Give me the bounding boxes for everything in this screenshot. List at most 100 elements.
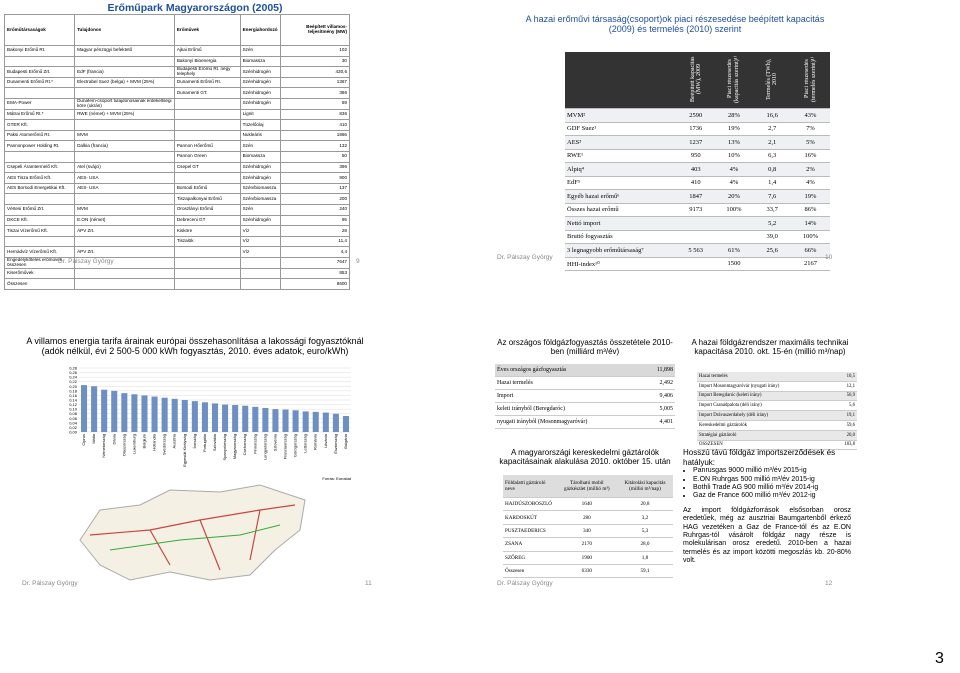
table-row: Import 9,406 <box>495 389 675 403</box>
y-tick-label: 0,12 <box>69 402 78 407</box>
bar <box>232 405 239 432</box>
empty-cell <box>714 230 754 244</box>
table-cell: 2170 <box>556 537 617 552</box>
table-cell: 1900 <box>556 551 617 565</box>
table-cell: Összesen <box>3 278 76 290</box>
table-cell: Tárolható mobil gázkészlet (millió m³) <box>556 475 617 498</box>
table-cell: Bakonyi Bioenergia <box>173 55 241 68</box>
table-cell: 853 <box>279 267 351 280</box>
table-cell: Szénhidrogén <box>239 161 281 174</box>
table-cell: 2590 <box>677 108 715 123</box>
table-cell: 836 <box>279 108 351 121</box>
bar <box>91 386 98 432</box>
slide-3: A villamos energia tarifa árainak európa… <box>0 330 375 600</box>
table-row: keleti irányból (Beregdaróc) 5,005 <box>495 402 675 416</box>
x-tick-label: Ausztria <box>172 433 177 448</box>
table-cell: Dunamenti Erőmű Rt. <box>173 76 241 89</box>
empty-cell <box>3 87 76 99</box>
table-cell: Debreceni GT <box>173 214 241 227</box>
table-row: MVM² 2590 28% 16,6 43% <box>565 108 830 123</box>
x-tick-label: Lettország <box>303 434 308 453</box>
table-cell: keleti irányból (Beregdaróc) <box>495 402 611 416</box>
bar <box>191 401 198 432</box>
author: Dr. Pálszay György <box>497 254 553 261</box>
table-cell: ÁPV Zrt. <box>74 225 175 237</box>
table-row: DKCE Kft. E.ON (német) Debreceni GT Szénhid… <box>3 214 351 227</box>
table-row: Pannon Green Biomassza 50 <box>3 151 351 163</box>
table-cell: 39,0 <box>753 230 791 244</box>
table-cell: MVM² <box>565 108 677 123</box>
table-row: HHI-index¹⁰ 1500 2167 <box>565 257 830 271</box>
table-row: HAJDÚSZOBOSZLÓ 1640 20,8 <box>503 497 673 512</box>
header-text: Piaci részesedés (termelés szerint)¹⁾ <box>803 56 817 102</box>
bar <box>101 389 108 432</box>
table-cell: 430,6 <box>279 66 351 78</box>
table-row: Földalatti gáztároló neve Tárolható mobil… <box>503 475 673 498</box>
table-cell: 4% <box>714 162 754 177</box>
table-cell: ZSANA <box>503 537 557 552</box>
contract-item: Panrusgas 9000 millió m³/év 2015-ig <box>693 467 851 475</box>
table-row: Kereskedelmi gáztárolók 59,6 <box>697 420 857 431</box>
table-cell: Electrabel Suez (belga) + MVM (25%) <box>74 76 175 89</box>
table-cell: 20,8 <box>616 497 673 512</box>
table-cell: Csepeli Áramtermelő Kft. <box>3 161 76 174</box>
table-cell: Bruttó fogyasztás <box>565 230 677 244</box>
author: Dr. Pálszay György <box>497 580 553 587</box>
table-cell: Pannon Hőerőmű <box>173 140 241 152</box>
table-cell: 1367 <box>279 76 351 89</box>
header-text: Piaci részesedés (kapacitás szerint)¹⁾ <box>727 55 741 103</box>
empty-cell <box>3 193 76 205</box>
table-cell: 5,2 <box>753 216 791 231</box>
table-cell: 9,406 <box>611 389 675 403</box>
table-cell: 28 <box>279 225 351 237</box>
empty-cell <box>74 235 175 248</box>
x-tick-label: Spanyolország <box>222 434 227 460</box>
empty-cell <box>3 235 76 248</box>
table-cell: ÖSSZESEN <box>697 440 813 451</box>
table-cell: Bakonyi Erőmű Rt. <box>3 45 76 57</box>
bar <box>151 396 158 432</box>
table-cell: 56,9 <box>813 391 857 402</box>
table-cell: EMA-Power <box>3 98 76 110</box>
table-cell: Import Drávaszerdahely (déli irány) <box>697 410 813 421</box>
table-cell: 900 <box>279 172 351 184</box>
table-cell: Budapesti Erőmű Rt. négy telephely <box>173 66 241 78</box>
table-cell: AES- USA <box>74 182 175 195</box>
x-tick-label: Csehország <box>242 434 247 455</box>
table-cell: Szén/biomassza <box>239 182 281 195</box>
bar <box>181 400 188 432</box>
table-cell: 66% <box>790 243 830 258</box>
contracts: Hosszú távú földgáz importszerződések és… <box>683 448 851 565</box>
table-cell: SZŐREG <box>503 551 557 565</box>
y-tick-label: 0,28 <box>69 366 78 371</box>
table-row: AES Tisza Erőmű Kft. AES- USA Szénhidrogén… <box>3 172 351 184</box>
table-cell: Lignit <box>239 108 281 121</box>
contracts-text: Az import földgázforrások elsősorban oro… <box>683 506 851 565</box>
empty-cell <box>677 230 715 244</box>
table-cell: AES- USA <box>74 172 175 184</box>
table-row: Import Mosonmagyaróvár (nyugati irány) 12… <box>697 381 857 392</box>
table-row: Mátrai Erőmű Rt.* RWE (német) + MVM (25%)… <box>3 108 351 121</box>
bar <box>282 409 289 432</box>
table-cell: 59,1 <box>616 564 673 579</box>
price-chart: 0,000,020,040,060,080,100,120,140,160,18… <box>69 366 352 482</box>
x-tick-label: Lengyelország <box>262 434 267 460</box>
table-cell: 1847 <box>677 189 715 204</box>
table-cell: Tüzelőolaj <box>239 119 281 131</box>
table-cell: 100% <box>790 230 830 244</box>
table-cell: Szén <box>239 140 281 152</box>
table-cell: Tiszai Vízerőmű Kft. <box>3 225 76 237</box>
x-tick-label: Luxemburg <box>131 434 136 454</box>
bar <box>171 398 178 432</box>
table-cell: 100% <box>714 203 754 217</box>
table-cell: 86% <box>790 203 830 217</box>
table-row: Import Beregdaróc (keleti irány) 56,9 <box>697 391 857 402</box>
table-cell: 1237 <box>677 135 715 150</box>
section-title: Az országos földgázfogyasztás összetétel… <box>497 338 673 356</box>
slide-number: 10 <box>825 254 833 261</box>
table-cell: 2167 <box>790 257 830 271</box>
slide-number: 12 <box>825 580 833 587</box>
table-cell: Hazai termelés <box>495 376 611 390</box>
table-cell: Szénhidrogén <box>239 87 281 99</box>
table-cell: 11,4 <box>279 235 351 248</box>
